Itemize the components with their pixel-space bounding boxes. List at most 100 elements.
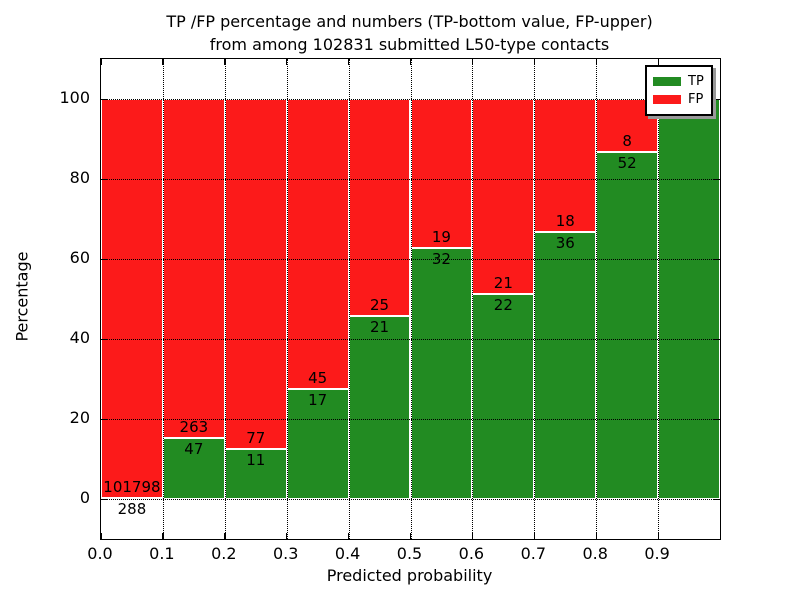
x-tick-mark <box>533 533 536 539</box>
x-tick-mark <box>533 59 536 65</box>
tp-count-label: 32 <box>431 250 451 269</box>
x-tick-mark <box>162 533 164 539</box>
x-tick-label: 0.1 <box>149 544 175 563</box>
x-gridline <box>472 59 474 539</box>
x-tick-mark <box>348 533 350 539</box>
x-tick-label: 0.5 <box>396 544 423 563</box>
x-tick-label: 0.0 <box>87 544 113 563</box>
bar-segment-tp <box>162 438 225 499</box>
fp-count-label: 18 <box>555 212 575 231</box>
x-tick-mark <box>657 533 659 539</box>
x-tick-mark <box>224 533 226 539</box>
y-tick-mark <box>714 258 720 260</box>
y-tick-label: 100 <box>59 88 90 107</box>
chart-title-line1: TP /FP percentage and numbers (TP-bottom… <box>166 12 653 31</box>
y-tick-mark <box>101 498 107 500</box>
x-tick-mark <box>224 59 226 65</box>
tp-count-label: 21 <box>370 318 390 337</box>
fp-count-label: 19 <box>431 228 451 247</box>
legend-label-fp: FP <box>688 92 704 107</box>
x-axis-label: Predicted probability <box>326 566 493 585</box>
bar-segment-tp <box>410 248 473 499</box>
bar-segment-fp <box>101 99 163 498</box>
y-tick-mark <box>101 178 107 180</box>
y-axis-label: Percentage <box>12 251 32 342</box>
fp-count-label: 45 <box>308 369 328 388</box>
x-tick-mark <box>286 533 288 539</box>
y-tick-mark <box>714 418 720 420</box>
x-tick-label: 0.9 <box>644 544 670 563</box>
legend-label-tp: TP <box>688 74 704 89</box>
bar-segment-tp <box>534 232 597 499</box>
y-tick-label: 60 <box>69 248 90 267</box>
fp-count-label: 8 <box>622 132 632 151</box>
x-tick-label: 0.2 <box>211 544 237 563</box>
x-gridline <box>534 59 536 539</box>
chart-title-line2: from among 102831 submitted L50-type con… <box>209 35 610 54</box>
legend: TP FP <box>645 65 713 116</box>
x-tick-mark <box>162 59 164 65</box>
bar-segment-fp <box>410 99 473 249</box>
chart-title: TP /FP percentage and numbers (TP-bottom… <box>100 10 719 56</box>
bar-segment-tp <box>472 294 535 499</box>
y-tick-label: 40 <box>69 328 90 347</box>
tp-count-label: 52 <box>617 154 637 173</box>
tp-count-label: 22 <box>493 296 513 315</box>
fp-count-label: 21 <box>493 274 513 293</box>
x-gridline <box>348 59 350 539</box>
fp-count-label: 101798 <box>103 477 161 496</box>
x-tick-mark <box>595 533 597 539</box>
x-tick-mark <box>348 59 350 65</box>
x-gridline <box>658 59 660 539</box>
x-tick-mark <box>410 59 412 65</box>
y-tick-mark <box>101 418 107 420</box>
y-tick-mark <box>714 498 720 500</box>
y-tick-mark <box>714 98 720 100</box>
bar-segment-fp <box>534 99 597 233</box>
legend-entry-fp: FP <box>653 92 705 107</box>
y-tick-label: 80 <box>69 168 90 187</box>
y-tick-mark <box>101 258 107 260</box>
x-tick-mark <box>595 59 597 65</box>
bar-segment-fp <box>224 99 287 449</box>
x-tick-label: 0.4 <box>334 544 361 563</box>
x-tick-label: 0.3 <box>272 544 299 563</box>
x-gridline <box>162 59 164 539</box>
x-tick-mark <box>100 533 102 539</box>
x-tick-mark <box>286 59 288 65</box>
bar-segment-fp <box>472 99 535 295</box>
tp-count-label: 17 <box>308 391 328 410</box>
y-tick-mark <box>101 338 107 340</box>
x-gridline <box>224 59 226 539</box>
legend-swatch-fp <box>653 95 681 104</box>
legend-swatch-tp <box>653 77 681 86</box>
x-gridline <box>596 59 598 539</box>
y-tick-mark <box>714 178 720 180</box>
bar-segment-tp <box>596 152 659 499</box>
legend-entry-tp: TP <box>653 74 705 89</box>
x-tick-mark <box>410 533 412 539</box>
bar-segment-tp <box>658 99 720 499</box>
tp-count-label: 36 <box>555 234 575 253</box>
x-tick-mark <box>100 59 102 65</box>
x-tick-label: 0.7 <box>520 544 547 563</box>
y-tick-label: 0 <box>79 488 90 507</box>
x-tick-mark <box>471 59 474 65</box>
tp-count-label: 11 <box>246 451 266 469</box>
x-gridline <box>410 59 412 539</box>
fp-count-label: 263 <box>179 418 209 437</box>
y-tick-mark <box>101 98 107 100</box>
bar-segment-fp <box>348 99 411 317</box>
y-tick-label: 20 <box>69 408 90 427</box>
x-tick-mark <box>471 533 474 539</box>
x-tick-label: 0.8 <box>582 544 608 563</box>
x-tick-label: 0.6 <box>458 544 485 563</box>
bar-segment-fp <box>162 99 225 439</box>
bar-segment-fp <box>286 99 349 390</box>
y-tick-mark <box>714 338 720 340</box>
bar-segment-tp <box>348 316 411 499</box>
fp-count-label: 77 <box>246 429 266 447</box>
plot-area: 101798 288 263 47 77 11 45 17 25 21 19 32 21 22 18 36 8 5… <box>100 58 721 540</box>
x-gridline <box>286 59 288 539</box>
